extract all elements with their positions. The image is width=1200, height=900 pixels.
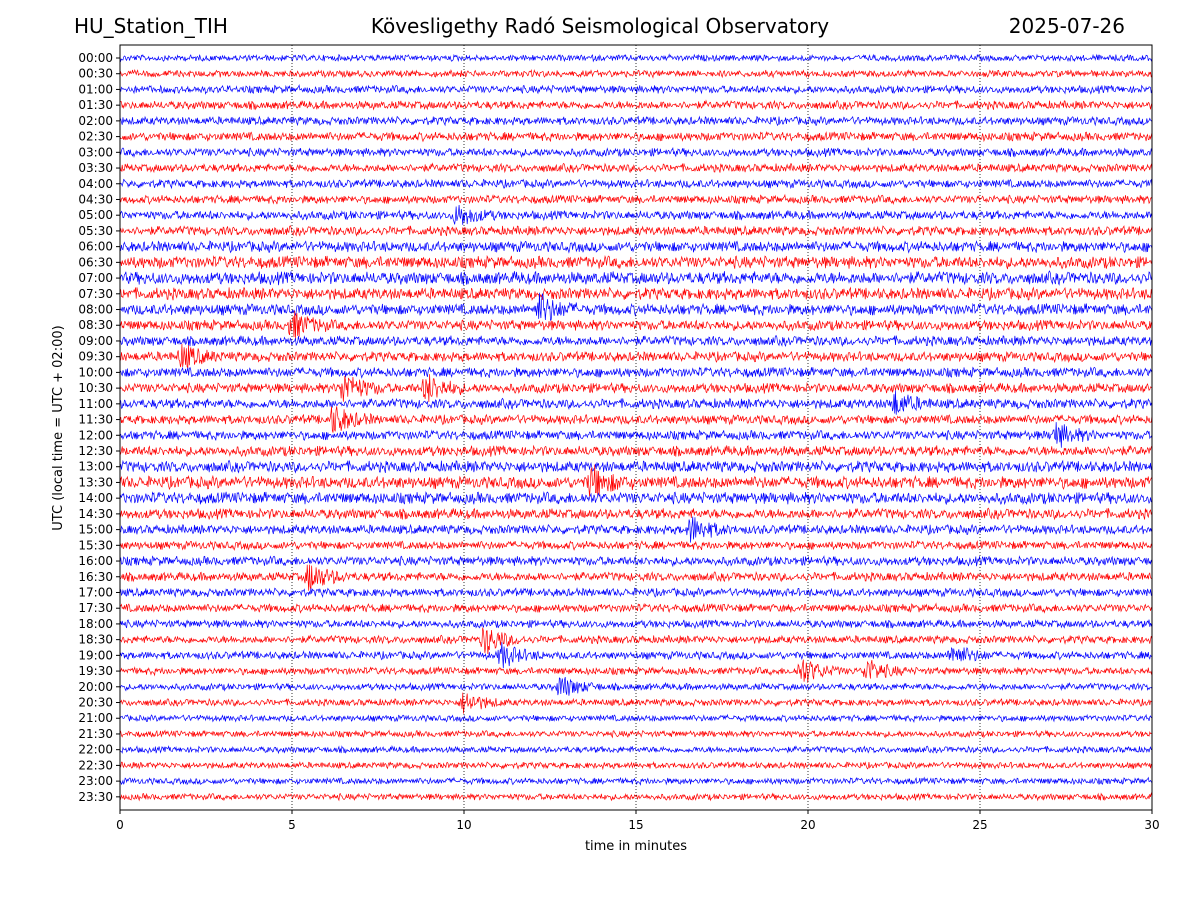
y-tick-label: 19:30 [78, 664, 113, 678]
y-tick-label: 16:30 [78, 570, 113, 584]
y-tick-label: 15:30 [78, 538, 113, 552]
trace-2000 [119, 676, 1153, 696]
trace-0430 [119, 193, 1153, 206]
trace-0000 [119, 53, 1153, 63]
trace-0230 [119, 131, 1153, 143]
y-tick-label: 23:00 [78, 774, 113, 788]
y-tick-label: 12:30 [78, 444, 113, 458]
trace-1700 [119, 587, 1153, 599]
y-tick-label: 11:00 [78, 397, 113, 411]
trace-1630 [119, 564, 1153, 591]
y-tick-label: 12:00 [78, 428, 113, 442]
y-tick-label: 02:00 [78, 114, 113, 128]
trace-1200 [119, 422, 1153, 448]
trace-group [119, 53, 1153, 802]
y-tick-label: 05:00 [78, 208, 113, 222]
trace-0300 [119, 147, 1153, 159]
y-tick-label: 10:00 [78, 365, 113, 379]
x-tick-label: 20 [800, 818, 815, 832]
y-tick-label: 18:00 [78, 617, 113, 631]
x-axis-label: time in minutes [585, 839, 687, 854]
observatory-title: Kövesligethy Radó Seismological Observat… [370, 14, 830, 38]
y-tick-label: 19:00 [78, 648, 113, 662]
trace-0100 [119, 84, 1153, 95]
y-tick-label: 17:30 [78, 601, 113, 615]
y-tick-label: 00:30 [78, 67, 113, 81]
y-tick-label: 23:30 [78, 790, 113, 804]
trace-1830 [119, 627, 1153, 654]
y-tick-label: 06:00 [78, 240, 113, 254]
y-tick-label: 02:30 [78, 130, 113, 144]
trace-0930 [119, 343, 1153, 369]
y-tick-label: 22:00 [78, 743, 113, 757]
trace-1730 [119, 602, 1153, 614]
trace-0030 [119, 68, 1153, 79]
trace-1500 [119, 516, 1153, 543]
y-tick-label: 15:00 [78, 523, 113, 537]
x-tick-label: 15 [628, 818, 643, 832]
trace-0500 [119, 205, 1153, 225]
trace-0900 [119, 334, 1153, 348]
y-tick-label: 05:30 [78, 224, 113, 238]
grid-lines [291, 45, 981, 810]
y-tick-label: 08:30 [78, 318, 113, 332]
y-tick-label: 09:00 [78, 334, 113, 348]
y-tick-label: 13:00 [78, 460, 113, 474]
y-tick-label: 14:00 [78, 491, 113, 505]
trace-1130 [119, 406, 1153, 433]
y-tick-label: 01:30 [78, 98, 113, 112]
trace-2030 [119, 692, 1153, 714]
y-tick-label: 21:30 [78, 727, 113, 741]
y-tick-label: 21:00 [78, 711, 113, 725]
y-tick-label: 20:30 [78, 696, 113, 710]
y-tick-label: 13:30 [78, 475, 113, 489]
trace-2230 [119, 760, 1153, 771]
y-tick-label: 07:00 [78, 271, 113, 285]
y-tick-label: 06:30 [78, 255, 113, 269]
y-tick-label: 17:00 [78, 585, 113, 599]
trace-1900 [119, 642, 1153, 669]
trace-0200 [119, 115, 1153, 127]
trace-0330 [119, 162, 1153, 174]
record-date: 2025-07-26 [1008, 14, 1125, 38]
trace-1530 [119, 540, 1153, 551]
x-tick-label: 5 [288, 818, 296, 832]
y-tick-label: 04:30 [78, 192, 113, 206]
y-tick-label: 18:30 [78, 633, 113, 647]
y-tick-label: 14:30 [78, 507, 113, 521]
y-tick-label: 03:00 [78, 145, 113, 159]
y-tick-label: 10:30 [78, 381, 113, 395]
y-tick-label: 22:30 [78, 758, 113, 772]
trace-1300 [119, 459, 1153, 474]
x-axis: 0 5 10 15 20 25 30 [116, 810, 1160, 832]
y-axis-label: UTC (local time = UTC + 02:00) [51, 325, 66, 530]
y-tick-label: 04:00 [78, 177, 113, 191]
x-tick-label: 30 [1144, 818, 1159, 832]
y-tick-label: 00:00 [78, 51, 113, 65]
x-tick-label: 25 [972, 818, 987, 832]
y-tick-label: 11:30 [78, 413, 113, 427]
y-tick-label: 09:30 [78, 350, 113, 364]
y-tick-label: 08:00 [78, 303, 113, 317]
station-name: HU_Station_TIH [74, 14, 228, 38]
trace-0730 [119, 286, 1153, 302]
trace-1800 [119, 618, 1153, 630]
y-tick-label: 01:00 [78, 82, 113, 96]
trace-2130 [119, 729, 1153, 739]
y-tick-label: 16:00 [78, 554, 113, 568]
x-tick-label: 0 [116, 818, 124, 832]
y-tick-label: 07:30 [78, 287, 113, 301]
y-tick-label: 03:30 [78, 161, 113, 175]
y-tick-label: 20:00 [78, 680, 113, 694]
trace-2330 [119, 792, 1153, 802]
trace-1330 [119, 464, 1153, 497]
x-tick-label: 10 [456, 818, 471, 832]
